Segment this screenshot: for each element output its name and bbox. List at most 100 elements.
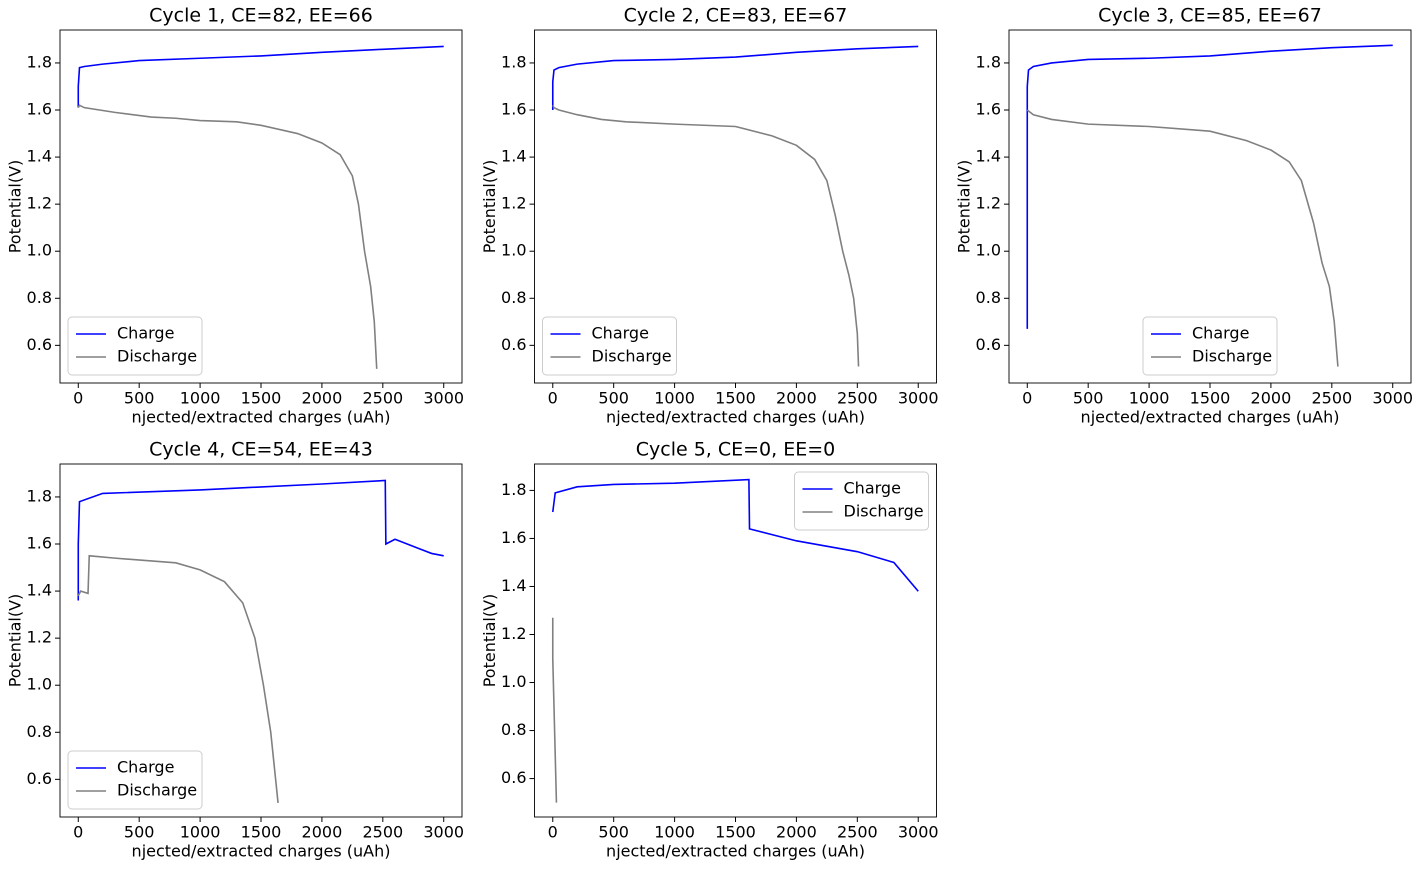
legend: Charge Discharge xyxy=(794,471,929,531)
x-tick-label: 1500 xyxy=(241,389,282,408)
y-tick-label: 1.8 xyxy=(27,486,52,505)
y-tick-label: 1.2 xyxy=(27,628,52,647)
y-tick-label: 0.8 xyxy=(976,288,1001,307)
legend-label: Discharge xyxy=(592,347,672,366)
y-axis-label: Potential(V) xyxy=(6,594,25,688)
legend-box xyxy=(1142,316,1278,376)
x-tick-label: 1000 xyxy=(654,823,695,842)
legend-label: Discharge xyxy=(117,347,197,366)
y-axis-label: Potential(V) xyxy=(6,160,25,254)
series-line xyxy=(77,479,444,601)
plot-frame xyxy=(534,463,937,818)
y-tick-label: 1.6 xyxy=(27,534,52,553)
x-axis-label: njected/extracted charges (uAh) xyxy=(132,842,391,861)
series-line xyxy=(1026,44,1393,329)
series-line xyxy=(551,45,919,111)
x-tick-label: 500 xyxy=(598,823,629,842)
y-tick-label: 0.8 xyxy=(501,720,526,739)
subplot: Cycle 3, CE=85, EE=67 0 500 1000 1500 2000 250… xyxy=(955,5,1414,427)
y-tick-label: 1.2 xyxy=(27,194,52,213)
y-tick-label: 1.0 xyxy=(976,241,1001,260)
series-line xyxy=(551,478,919,592)
y-tick-label: 1.0 xyxy=(27,675,52,694)
y-tick-label: 1.0 xyxy=(501,672,526,691)
subplot-title: Cycle 2, CE=83, EE=67 xyxy=(624,5,848,27)
legend-label: Charge xyxy=(117,758,174,777)
legend-label: Discharge xyxy=(117,781,197,800)
x-tick-label: 0 xyxy=(73,823,83,842)
x-tick-label: 1500 xyxy=(1190,389,1231,408)
x-axis-label: njected/extracted charges (uAh) xyxy=(132,408,391,427)
subplot: Cycle 2, CE=83, EE=67 0 500 1000 1500 2000 250… xyxy=(480,5,939,427)
x-tick-label: 2000 xyxy=(776,389,817,408)
y-tick-label: 1.4 xyxy=(976,147,1001,166)
legend: Charge Discharge xyxy=(542,316,677,376)
y-axis-label: Potential(V) xyxy=(480,594,499,688)
y-tick-label: 0.8 xyxy=(501,288,526,307)
plot-frame xyxy=(534,29,937,384)
x-tick-label: 2500 xyxy=(362,389,403,408)
y-tick-label: 0.6 xyxy=(501,335,526,354)
x-tick-label: 500 xyxy=(598,389,629,408)
series-line xyxy=(77,554,279,803)
x-axis-label: njected/extracted charges (uAh) xyxy=(606,408,865,427)
y-tick-label: 0.8 xyxy=(27,722,52,741)
y-tick-label: 1.4 xyxy=(27,581,52,600)
x-tick-label: 0 xyxy=(548,823,558,842)
x-tick-label: 2000 xyxy=(776,823,817,842)
series-line xyxy=(552,104,860,367)
y-axis-label: Potential(V) xyxy=(955,160,974,254)
x-tick-label: 2000 xyxy=(302,389,343,408)
y-tick-label: 1.6 xyxy=(501,528,526,547)
x-tick-label: 1500 xyxy=(715,389,756,408)
y-tick-label: 1.4 xyxy=(27,147,52,166)
x-tick-label: 3000 xyxy=(898,823,939,842)
plot-frame xyxy=(59,29,463,384)
x-tick-label: 0 xyxy=(548,389,558,408)
y-tick-label: 1.2 xyxy=(501,624,526,643)
x-tick-label: 3000 xyxy=(1372,389,1413,408)
legend-label: Discharge xyxy=(1192,347,1272,366)
y-tick-label: 0.6 xyxy=(27,335,52,354)
series-line xyxy=(77,45,444,108)
legend-box xyxy=(67,750,203,810)
x-tick-label: 2000 xyxy=(1251,389,1292,408)
x-tick-label: 3000 xyxy=(423,823,464,842)
x-tick-label: 2000 xyxy=(302,823,343,842)
subplot-title: Cycle 5, CE=0, EE=0 xyxy=(636,439,836,461)
y-tick-label: 1.6 xyxy=(976,100,1001,119)
legend-box xyxy=(542,316,677,376)
x-tick-label: 500 xyxy=(1073,389,1104,408)
x-tick-label: 1000 xyxy=(654,389,695,408)
y-tick-label: 1.6 xyxy=(27,100,52,119)
x-tick-label: 0 xyxy=(1022,389,1032,408)
x-tick-label: 500 xyxy=(124,389,155,408)
x-tick-label: 3000 xyxy=(898,389,939,408)
series-line xyxy=(77,104,378,369)
x-tick-label: 3000 xyxy=(423,389,464,408)
legend-label: Charge xyxy=(592,324,649,343)
y-tick-label: 0.8 xyxy=(27,288,52,307)
legend-label: Charge xyxy=(844,479,901,498)
y-tick-label: 1.4 xyxy=(501,147,526,166)
y-tick-label: 0.6 xyxy=(27,769,52,788)
y-tick-label: 0.6 xyxy=(501,768,526,787)
x-tick-label: 2500 xyxy=(1311,389,1352,408)
subplot: Cycle 1, CE=82, EE=66 0 500 1000 1500 2000 250… xyxy=(6,5,465,427)
series-line xyxy=(1026,109,1339,367)
x-tick-label: 1000 xyxy=(180,823,221,842)
y-tick-label: 0.6 xyxy=(976,335,1001,354)
x-tick-label: 1500 xyxy=(715,823,756,842)
subplot-title: Cycle 3, CE=85, EE=67 xyxy=(1098,5,1322,27)
y-tick-label: 1.2 xyxy=(976,194,1001,213)
x-tick-label: 2500 xyxy=(837,389,878,408)
y-axis-label: Potential(V) xyxy=(480,160,499,254)
x-axis-label: njected/extracted charges (uAh) xyxy=(606,842,865,861)
series-line xyxy=(551,617,558,803)
y-tick-label: 1.8 xyxy=(501,52,526,71)
legend-box xyxy=(794,471,929,531)
subplot: Cycle 4, CE=54, EE=43 0 500 1000 1500 2000 250… xyxy=(6,439,465,861)
x-tick-label: 2500 xyxy=(837,823,878,842)
x-tick-label: 1000 xyxy=(1129,389,1170,408)
